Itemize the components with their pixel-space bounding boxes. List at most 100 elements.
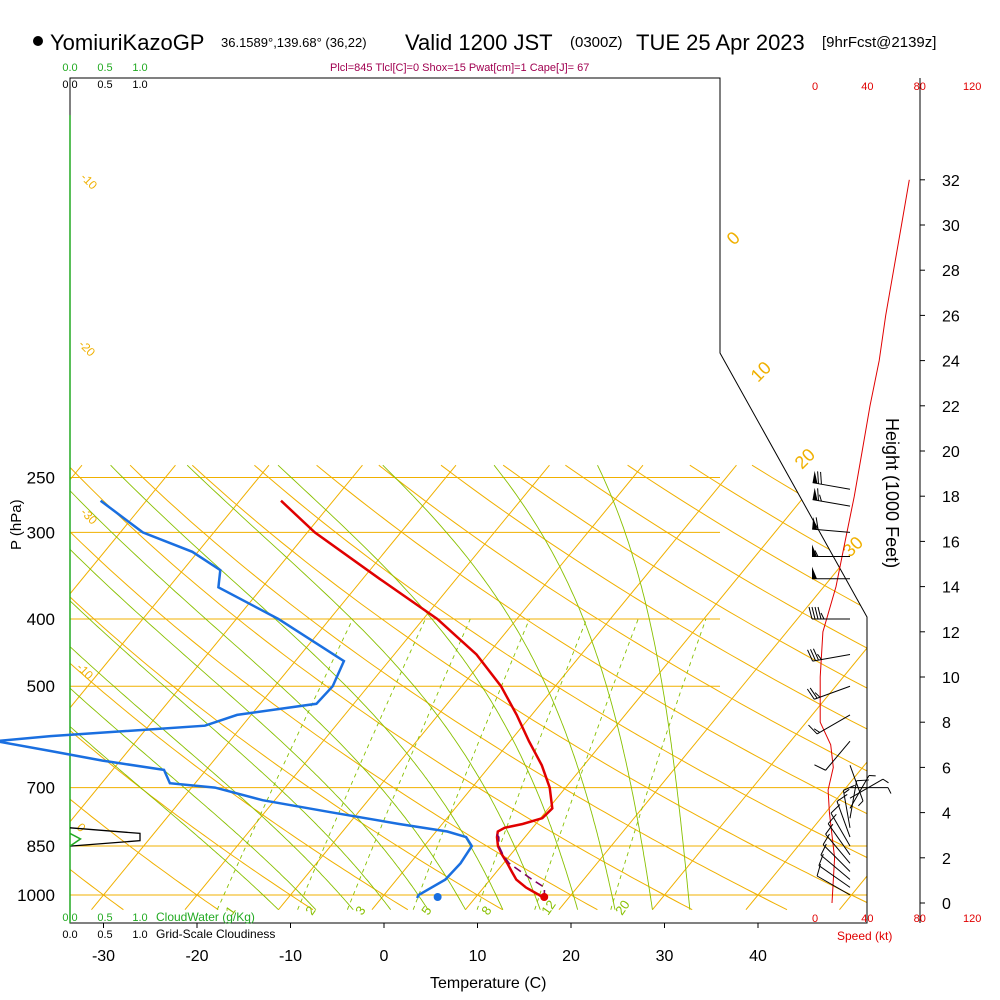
wind-barb-feather xyxy=(836,794,848,802)
dry-adiabat-line xyxy=(70,464,598,911)
pressure-tick-label: 300 xyxy=(27,523,55,542)
x-tick-label: 0 xyxy=(380,948,389,965)
wind-barb-feather xyxy=(814,692,821,698)
wind-barb-feather xyxy=(843,784,855,791)
wind-barb xyxy=(849,765,864,807)
dry-adiabat-line xyxy=(254,464,867,911)
isotherm-line xyxy=(70,464,176,911)
cloudwater-tick-top: 0.0 xyxy=(62,62,77,74)
isotherm-line xyxy=(91,464,457,911)
mixing-ratio-label: 2 xyxy=(302,903,318,918)
height-tick-label: 32 xyxy=(942,173,960,190)
wind-barb xyxy=(812,470,851,490)
pressure-tick-label: 1000 xyxy=(17,886,55,905)
mixing-ratio-label: 20 xyxy=(612,897,633,917)
isotherm-label: -30 xyxy=(78,505,100,527)
wind-barb-feather xyxy=(882,778,889,784)
surface-temperature-dot xyxy=(540,892,549,901)
wind-barb-feather xyxy=(817,488,819,501)
dry-adiabat-line xyxy=(502,464,867,911)
pressure-tick-label: 400 xyxy=(27,610,55,629)
wind-barb xyxy=(825,823,851,864)
wind-barb xyxy=(812,566,850,580)
isotherm-label: -20 xyxy=(76,337,98,359)
wind-barb-feather xyxy=(817,653,822,660)
wind-barb xyxy=(812,517,851,533)
wind-barb-pennant xyxy=(812,470,818,484)
dry-adiabat-line xyxy=(627,464,867,911)
valid-date: TUE 25 Apr 2023 xyxy=(636,30,805,55)
height-tick-label: 22 xyxy=(942,399,960,416)
wind-barb xyxy=(842,784,855,828)
parcel-path-line xyxy=(495,832,546,899)
pressure-tick-label: 250 xyxy=(27,468,55,487)
cloudwater-tick-bottom: 0.5 xyxy=(97,912,112,924)
forecast-info: [9hrFcst@2139z] xyxy=(822,34,936,51)
mixing-ratio-label: 12 xyxy=(538,897,559,917)
speed-tick-label-top: 40 xyxy=(861,81,873,93)
dry-adiabat-line xyxy=(70,464,409,911)
wind-barb-pennant xyxy=(812,487,818,501)
height-tick-label: 10 xyxy=(942,670,960,687)
mixing-ratio-line xyxy=(534,618,639,910)
wind-barb xyxy=(812,544,850,557)
dry-adiabat-line xyxy=(70,464,314,911)
x-axis-label: Temperature (C) xyxy=(430,975,546,992)
wind-barb-staff xyxy=(825,833,851,864)
isotherm-line xyxy=(70,464,363,911)
moist-adiabat-line xyxy=(70,464,466,910)
wind-barb-feather xyxy=(858,800,864,807)
height-tick-label: 16 xyxy=(942,534,960,551)
wind-barb-staff xyxy=(812,654,851,662)
dewpoint-profile-line xyxy=(0,499,474,899)
wind-barb-staff xyxy=(814,685,851,700)
dry-adiabat-line xyxy=(70,464,693,911)
wind-barb-pennant xyxy=(812,517,818,530)
wind-barb-feather xyxy=(820,612,825,620)
wind-barb xyxy=(806,685,851,700)
moist-adiabat-line xyxy=(110,464,504,910)
moist-adiabat-line xyxy=(70,464,429,910)
wind-barb-feather xyxy=(817,606,822,620)
wind-barb-feather xyxy=(806,688,815,700)
mixing-ratio-line xyxy=(610,618,707,910)
wind-barb-staff xyxy=(849,778,884,799)
isotherm-line xyxy=(278,464,644,911)
wind-barb-staff xyxy=(822,844,851,872)
speed-tick-label-bottom: 40 xyxy=(861,913,873,925)
cloudwater-tick-bottom: 1.0 xyxy=(132,912,147,924)
speed-tick-label-top: 120 xyxy=(963,81,981,93)
x-tick-label: 30 xyxy=(656,948,674,965)
wind-barb-feather xyxy=(813,728,820,733)
cloudwater-label: CloudWater (g/Kg) xyxy=(156,910,255,924)
dry-adiabat-line xyxy=(565,464,867,911)
moist-adiabat-line xyxy=(493,464,653,910)
wind-barb-feather xyxy=(817,471,819,484)
speed-tick-label-bottom: 0 xyxy=(812,913,818,925)
surface-dewpoint-dot xyxy=(433,892,442,901)
mixing-ratio-line xyxy=(412,618,530,910)
x-tick-label: 10 xyxy=(469,948,487,965)
dry-adiabat-line xyxy=(378,464,867,911)
speed-axis-label: Speed (kt) xyxy=(837,929,892,943)
cloudiness-label: Grid-Scale Cloudiness xyxy=(156,927,275,941)
cloudwater-tick-top: 0.5 xyxy=(97,62,112,74)
isotherm-line xyxy=(933,465,1000,910)
station-name: YomiuriKazoGP xyxy=(50,30,204,55)
x-tick-label: -20 xyxy=(185,948,208,965)
height-tick-label: 12 xyxy=(942,625,960,642)
wind-barb xyxy=(808,714,851,735)
wind-barb-staff xyxy=(820,854,851,880)
dry-adiabat-line xyxy=(70,464,503,911)
cloudiness-tick-bottom: 0.5 xyxy=(97,929,112,941)
isotherm-line xyxy=(465,464,831,911)
wind-barb-feather xyxy=(807,649,814,662)
dry-adiabat-line xyxy=(939,465,1000,910)
height-axis-label: Height (1000 Feet) xyxy=(882,418,902,568)
isotherm-line xyxy=(558,464,867,911)
wind-barb-feather xyxy=(809,687,818,699)
height-tick-label: 18 xyxy=(942,489,960,506)
